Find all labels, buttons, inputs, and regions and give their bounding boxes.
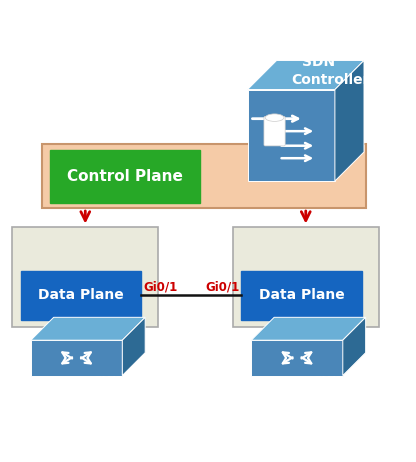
Text: Gi0/1: Gi0/1 <box>205 280 239 293</box>
Polygon shape <box>251 317 366 340</box>
Polygon shape <box>335 61 364 181</box>
Polygon shape <box>31 317 145 340</box>
FancyBboxPatch shape <box>12 227 158 327</box>
Text: SW1: SW1 <box>93 375 124 389</box>
FancyBboxPatch shape <box>264 116 285 146</box>
Ellipse shape <box>265 114 284 122</box>
Text: SDN: SDN <box>302 55 335 69</box>
Polygon shape <box>122 317 145 376</box>
FancyBboxPatch shape <box>50 150 200 203</box>
Text: Data Plane: Data Plane <box>38 288 124 303</box>
Text: Gi0/1: Gi0/1 <box>144 280 178 293</box>
Text: Data Plane: Data Plane <box>259 288 344 303</box>
Text: Control Plane: Control Plane <box>67 169 183 184</box>
Text: Controller: Controller <box>292 73 370 87</box>
Text: SW2: SW2 <box>313 375 345 389</box>
Polygon shape <box>251 340 343 376</box>
FancyBboxPatch shape <box>241 271 362 321</box>
Polygon shape <box>248 90 335 181</box>
FancyBboxPatch shape <box>42 144 366 208</box>
FancyBboxPatch shape <box>233 227 379 327</box>
Polygon shape <box>248 61 364 90</box>
FancyBboxPatch shape <box>21 271 141 321</box>
Polygon shape <box>31 340 122 376</box>
Polygon shape <box>343 317 366 376</box>
